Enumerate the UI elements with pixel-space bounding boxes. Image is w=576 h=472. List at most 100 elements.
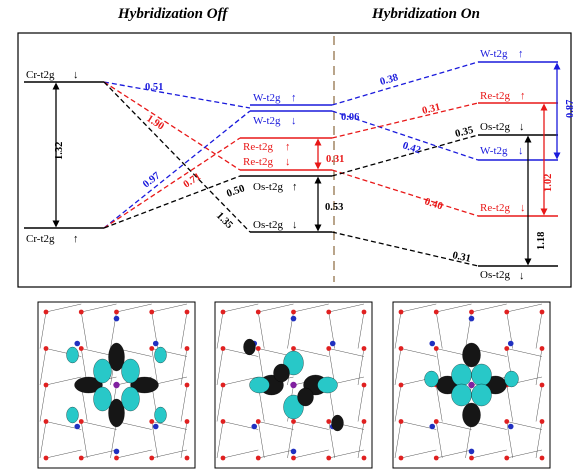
lattice-bond	[328, 449, 365, 459]
value-re-os-off: 0.31	[326, 154, 344, 165]
label-w-off-2: W-t2g	[253, 115, 281, 127]
atom-o	[539, 455, 545, 461]
orbital-lobe	[462, 402, 481, 428]
lattice-bond	[81, 421, 117, 430]
lattice-bond	[436, 421, 443, 459]
orbital-lobe	[504, 370, 519, 388]
lattice-bond	[39, 421, 47, 459]
atom-o	[539, 419, 545, 424]
lattice-bond	[151, 421, 158, 459]
label-w-on-mid: W-t2g	[480, 145, 508, 157]
lattice-bond	[465, 421, 472, 459]
lattice-bond	[216, 348, 224, 386]
lattice-bond	[258, 449, 294, 459]
lattice-bond	[116, 421, 152, 430]
connector-crb-re	[103, 137, 241, 229]
atom-o	[184, 309, 190, 315]
atom-metal	[507, 423, 514, 430]
lattice-bond	[394, 311, 402, 349]
lattice-bond	[222, 348, 259, 357]
atom-o	[78, 455, 84, 461]
lattice-bond	[258, 311, 265, 349]
atom-o	[469, 455, 474, 461]
orbital-lobe	[66, 406, 79, 424]
lattice-bond	[436, 449, 472, 459]
lattice-bond	[258, 421, 265, 459]
spin-down-icon: ↓	[519, 270, 525, 282]
atom-center	[468, 381, 475, 389]
lattice-bond	[151, 449, 188, 459]
lattice-bond	[39, 311, 47, 349]
atom-o	[255, 346, 261, 351]
atom-o	[184, 346, 190, 351]
orbital-lobe	[154, 346, 167, 364]
atom-o	[149, 346, 155, 351]
spin-up-icon: ↑	[520, 90, 526, 102]
atom-o	[220, 382, 226, 388]
atom-o	[255, 455, 261, 461]
connector-os-on-down	[331, 231, 479, 267]
lattice-bond	[293, 449, 329, 459]
atom-o	[43, 382, 49, 388]
connector-crb-w	[103, 110, 251, 229]
lattice-bond	[116, 303, 152, 313]
atom-o	[149, 419, 155, 424]
lattice-bond	[436, 311, 443, 349]
orbital-lobe	[249, 376, 270, 394]
lattice-bond	[400, 303, 437, 313]
atom-o	[291, 309, 296, 315]
spin-down-icon: ↓	[519, 121, 525, 133]
spin-down-icon: ↓	[291, 115, 297, 127]
label-os-off-2: Os-t2g	[253, 219, 283, 231]
atom-o	[149, 455, 155, 461]
atom-o	[291, 419, 296, 424]
atom-metal	[152, 423, 159, 430]
lattice-bond	[506, 421, 513, 459]
label-w-off: W-t2g	[253, 92, 281, 104]
atom-o	[361, 419, 367, 424]
atom-o	[43, 419, 49, 424]
lattice-bond	[116, 449, 152, 459]
lattice-bond	[400, 449, 437, 459]
atom-o	[78, 309, 84, 315]
lattice-bond	[436, 303, 472, 313]
lattice-bond	[535, 384, 543, 422]
orbital-lobe	[471, 363, 492, 387]
label-re-on-low: Re-t2g	[480, 202, 510, 214]
orbital-lobe	[424, 370, 439, 388]
atom-o	[220, 419, 226, 424]
value-w-on-b: 0.42	[401, 140, 422, 156]
lattice-bond	[180, 384, 188, 422]
atom-o	[361, 346, 367, 351]
lattice-bond	[216, 384, 224, 422]
lattice-bond	[81, 421, 88, 459]
spin-down-icon: ↓	[520, 202, 526, 214]
spin-down-icon: ↓	[73, 69, 79, 81]
orbital-lobe	[471, 383, 492, 407]
lattice-bond	[293, 348, 329, 357]
atom-metal	[113, 315, 120, 322]
value-cr-gap: 1.32	[54, 142, 65, 160]
lattice-bond	[81, 449, 117, 459]
header-hybridization-on: Hybridization On	[372, 6, 480, 22]
label-os-on-bottom: Os-t2g	[480, 269, 510, 281]
spin-down-icon: ↓	[292, 219, 298, 231]
orbital-lobe	[451, 363, 472, 387]
lattice-bond	[471, 449, 507, 459]
value-w-on-a: 0.38	[379, 72, 400, 88]
label-os-off: Os-t2g	[253, 181, 283, 193]
lattice-bond	[328, 303, 365, 313]
lattice-bond	[506, 449, 543, 459]
orbital-lobe	[130, 376, 159, 394]
lattice-bond	[357, 311, 365, 349]
connector-cr-w	[103, 81, 251, 109]
orbital-lobe	[121, 358, 140, 384]
atom-o	[184, 382, 190, 388]
atom-o	[326, 419, 332, 424]
lattice-bond	[39, 384, 47, 422]
atom-center	[113, 381, 120, 389]
lattice-bond	[293, 421, 329, 430]
spin-down-icon: ↓	[518, 145, 524, 157]
